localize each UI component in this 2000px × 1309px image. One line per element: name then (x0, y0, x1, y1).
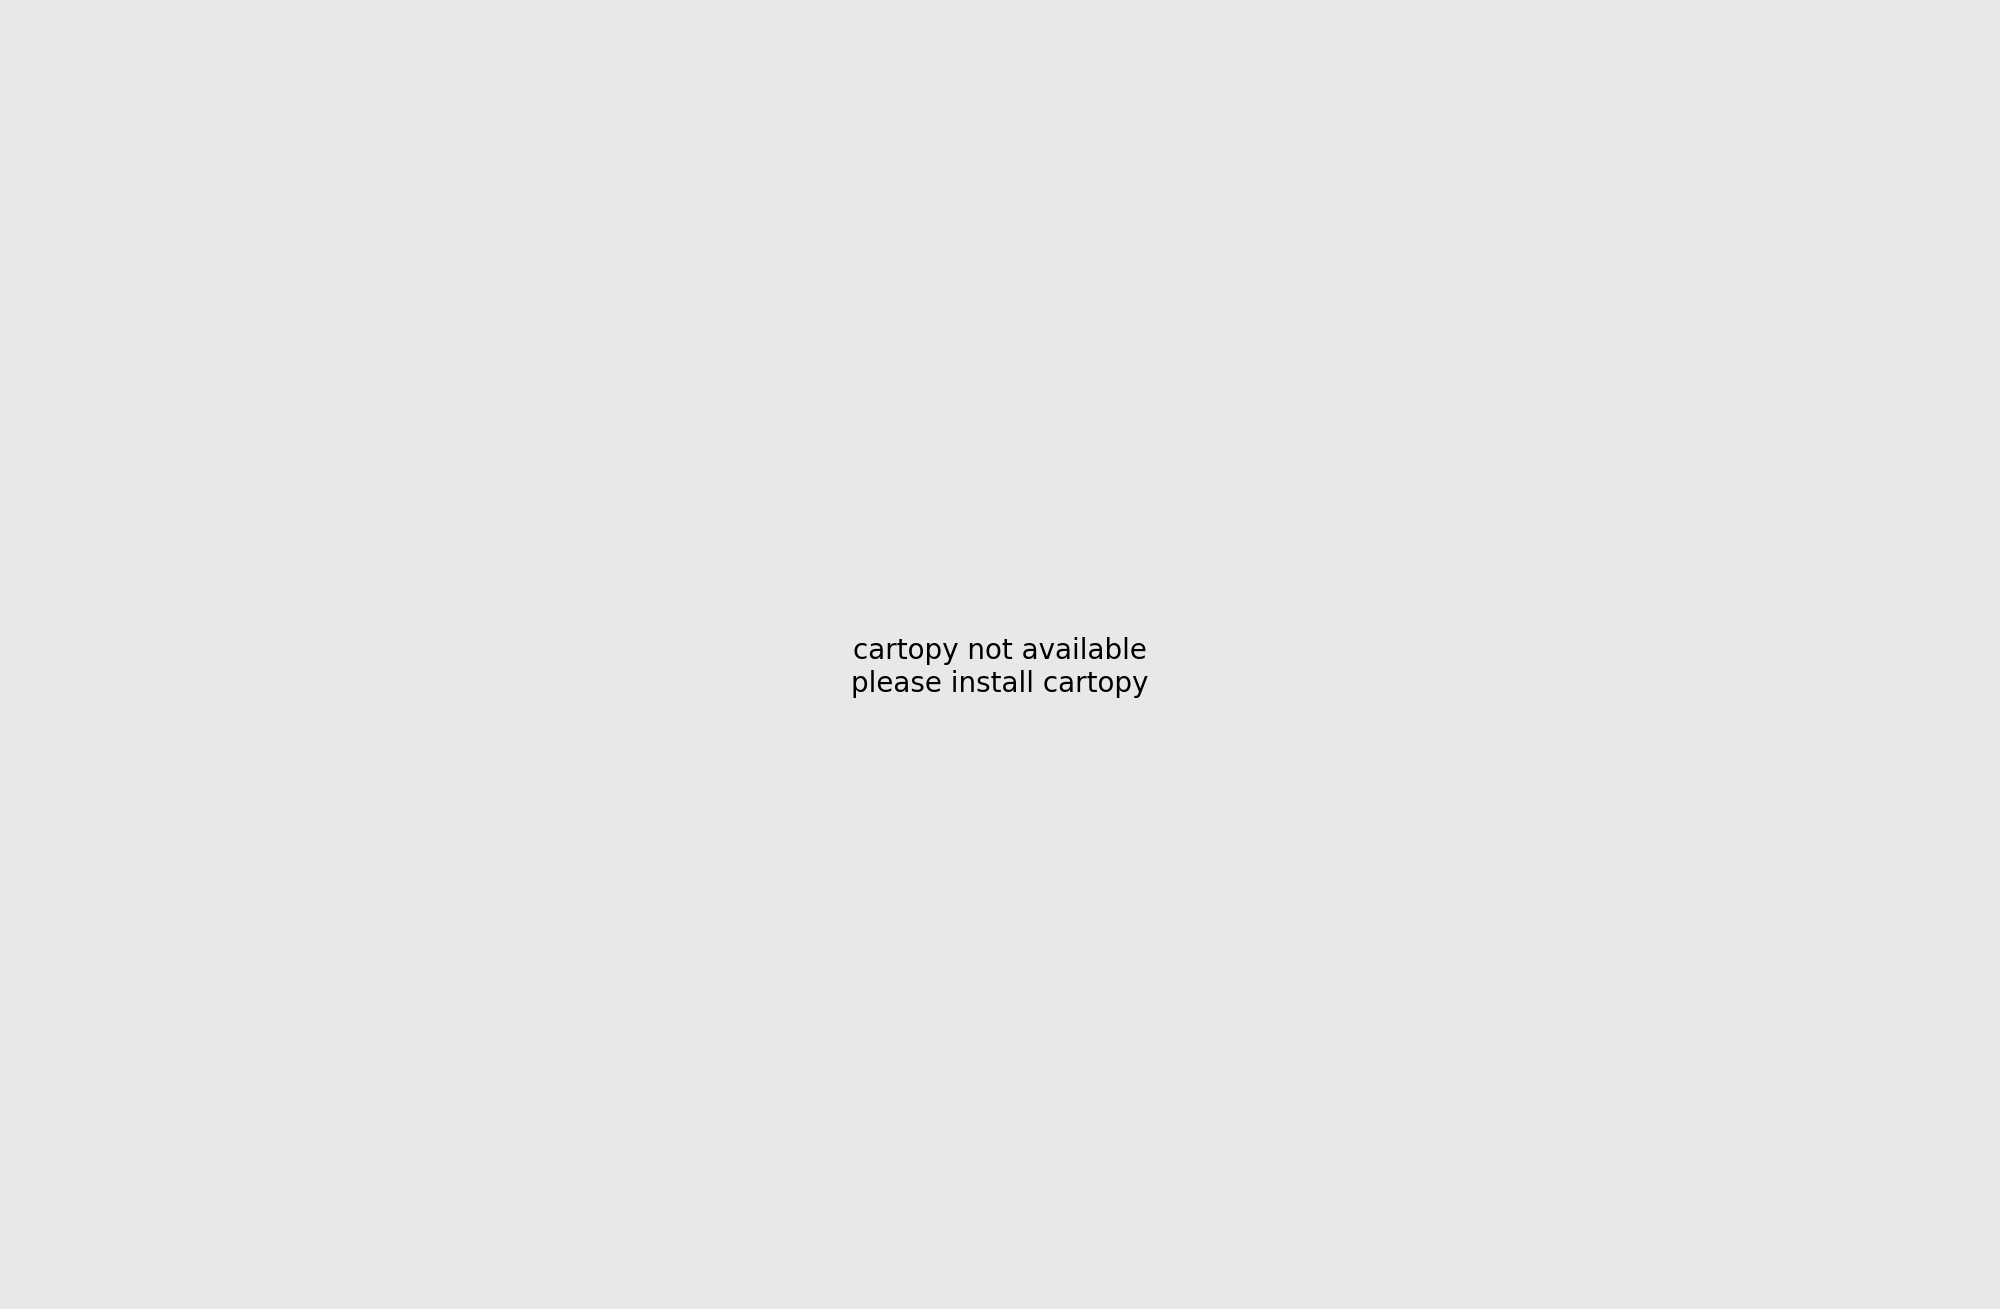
Text: cartopy not available
please install cartopy: cartopy not available please install car… (852, 637, 1148, 698)
